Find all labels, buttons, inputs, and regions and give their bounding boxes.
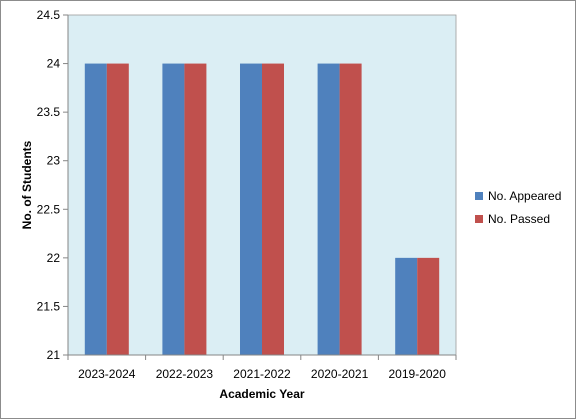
x-tick-label: 2019-2020 bbox=[389, 367, 447, 381]
bar-appeared bbox=[162, 63, 185, 355]
bar-appeared bbox=[84, 63, 107, 355]
y-tick-label: 22.5 bbox=[37, 202, 61, 216]
y-tick-label: 22 bbox=[47, 251, 61, 265]
bar-passed bbox=[106, 63, 129, 355]
bar-passed bbox=[262, 63, 284, 355]
bar-appeared bbox=[317, 63, 340, 355]
legend-label-appeared: No. Appeared bbox=[488, 189, 561, 203]
y-tick-label: 21 bbox=[47, 348, 61, 362]
bar-passed bbox=[417, 257, 440, 355]
x-tick-label: 2022-2023 bbox=[156, 367, 214, 381]
y-axis-title: No. of Students bbox=[20, 140, 34, 229]
x-tick-label: 2021-2022 bbox=[233, 367, 291, 381]
x-axis-ticks: 2023-2024 2022-2023 2021-2022 2020-2021 2019… bbox=[67, 355, 457, 381]
bar-passed bbox=[184, 63, 207, 355]
y-tick-label: 21.5 bbox=[37, 299, 61, 313]
x-axis-title: Academic Year bbox=[219, 387, 305, 401]
bars bbox=[84, 63, 440, 355]
y-axis-ticks: 21 21.5 22 22.5 23 23.5 24 24.5 bbox=[37, 8, 68, 362]
bar-appeared bbox=[395, 257, 418, 355]
y-tick-label: 23 bbox=[47, 154, 61, 168]
y-tick-label: 24.5 bbox=[37, 8, 61, 22]
legend-label-passed: No. Passed bbox=[488, 212, 550, 226]
x-tick-label: 2020-2021 bbox=[311, 367, 369, 381]
x-tick-label: 2023-2024 bbox=[78, 367, 136, 381]
bar-appeared bbox=[240, 63, 262, 355]
legend-swatch-passed bbox=[475, 215, 483, 223]
bar-passed bbox=[339, 63, 362, 355]
legend-swatch-appeared bbox=[475, 192, 483, 200]
y-tick-label: 24 bbox=[47, 57, 61, 71]
y-tick-label: 23.5 bbox=[37, 105, 61, 119]
legend: No. Appeared No. Passed bbox=[475, 189, 561, 226]
